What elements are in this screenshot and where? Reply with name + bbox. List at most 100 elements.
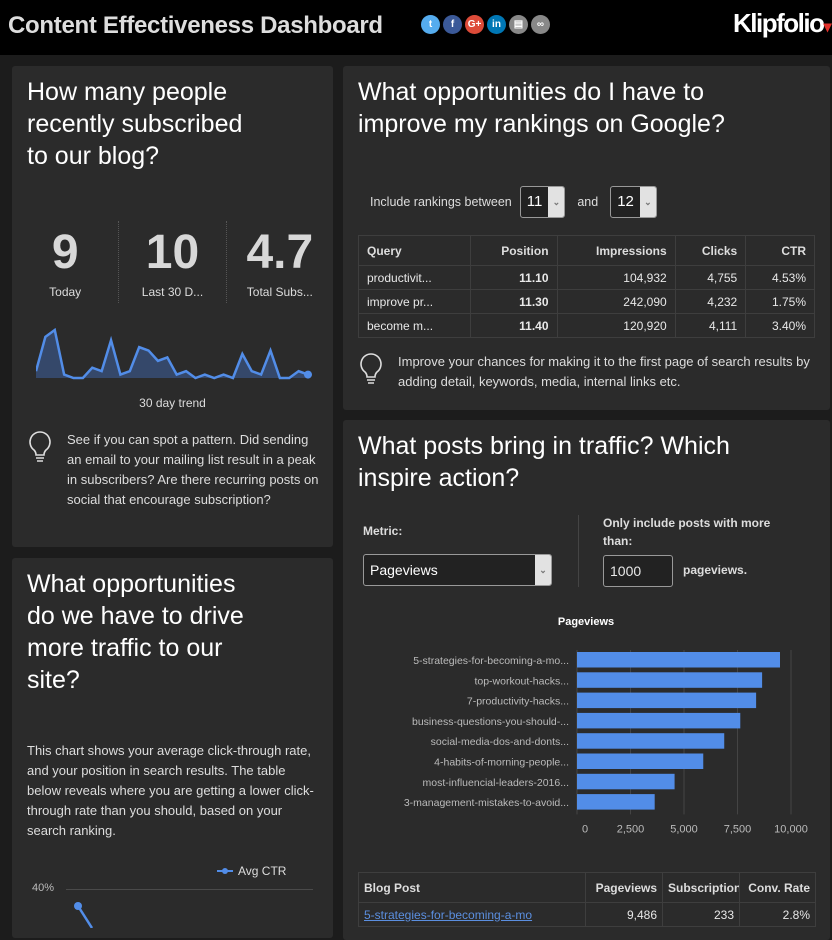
kpi-total-subscribers: 4.7 Total Subs... bbox=[227, 221, 333, 303]
panel-title: What opportunities do I have to improve … bbox=[358, 78, 725, 138]
column-header[interactable]: Subscriptions bbox=[662, 872, 740, 903]
table-cell: 1.75% bbox=[745, 289, 815, 314]
kpi-value: 10 bbox=[145, 226, 200, 279]
table-cell: 104,932 bbox=[556, 265, 676, 290]
table-cell: 242,090 bbox=[556, 289, 676, 314]
min-pageviews-label: Only include posts with more than: bbox=[603, 516, 771, 548]
embed-icon[interactable]: ▤ bbox=[509, 15, 528, 34]
social-share-bar: t f G+ in ▤ ∞ bbox=[421, 15, 550, 34]
select-value: 11 bbox=[526, 193, 543, 210]
traffic-panel: What opportunities do we have to drive m… bbox=[12, 558, 333, 938]
gridline bbox=[66, 889, 313, 890]
table-cell: 4,111 bbox=[674, 313, 747, 338]
sparkline-area bbox=[36, 330, 308, 378]
table-cell: productivit... bbox=[358, 265, 471, 290]
google-plus-icon[interactable]: G+ bbox=[465, 15, 484, 34]
metric-select[interactable]: Pageviews ⌄ bbox=[363, 554, 552, 586]
column-header[interactable]: Query bbox=[358, 235, 471, 266]
kpi-label: Today bbox=[49, 285, 82, 299]
header: Content Effectiveness Dashboard t f G+ in ▤ ∞… bbox=[0, 0, 832, 55]
link-icon[interactable]: ∞ bbox=[531, 15, 550, 34]
x-tick-label: 2,500 bbox=[617, 823, 645, 835]
panel-title: What posts bring in traffic? Which inspi… bbox=[358, 432, 730, 492]
posts-panel: What posts bring in traffic? Which inspi… bbox=[343, 420, 830, 940]
table-row: productivit... 11.10 104,932 4,755 4.53% bbox=[358, 265, 815, 290]
kpi-label: Total Subs... bbox=[246, 285, 313, 299]
kpi-value: 9 bbox=[51, 226, 79, 279]
trend-label: 30 day trend bbox=[139, 396, 206, 410]
chart-title: Pageviews bbox=[558, 616, 614, 628]
kpi-today: 9 Today bbox=[12, 221, 120, 303]
table-cell: 233 bbox=[662, 902, 740, 927]
category-label: top-workout-hacks... bbox=[474, 675, 569, 687]
facebook-icon[interactable]: f bbox=[443, 15, 462, 34]
category-label: 4-habits-of-morning-people... bbox=[434, 757, 569, 769]
x-tick-label: 0 bbox=[582, 823, 588, 835]
rankings-table: Query Position Impressions Clicks CTR product… bbox=[358, 235, 815, 338]
table-cell: 4.53% bbox=[745, 265, 815, 290]
category-label: 7-productivity-hacks... bbox=[467, 696, 569, 708]
table-cell: become m... bbox=[358, 313, 471, 338]
table-row: become m... 11.40 120,920 4,111 3.40% bbox=[358, 313, 815, 338]
lightbulb-icon bbox=[29, 431, 51, 462]
bar bbox=[577, 773, 675, 790]
table-cell: 4,232 bbox=[674, 289, 747, 314]
table-row: improve pr... 11.30 242,090 4,232 1.75% bbox=[358, 289, 815, 314]
column-header[interactable]: Conv. Rate bbox=[739, 872, 816, 903]
table-cell: 4,755 bbox=[674, 265, 747, 290]
table-cell: 3.40% bbox=[745, 313, 815, 338]
ranking-to-select[interactable]: 12 ⌄ bbox=[610, 186, 657, 218]
column-header[interactable]: Blog Post bbox=[358, 872, 586, 903]
column-header[interactable]: CTR bbox=[745, 235, 815, 266]
filter-label: Include rankings between bbox=[370, 195, 512, 209]
category-label: business-questions-you-should-... bbox=[412, 716, 569, 728]
table-cell: 11.10 bbox=[469, 265, 558, 290]
kpi-label: Last 30 D... bbox=[141, 285, 204, 299]
column-header[interactable]: Pageviews bbox=[585, 872, 663, 903]
table-cell: 2.8% bbox=[739, 902, 816, 927]
page-title: Content Effectiveness Dashboard bbox=[8, 12, 383, 39]
table-cell: 120,920 bbox=[556, 313, 676, 338]
select-value: 12 bbox=[617, 193, 634, 210]
pageviews-bar-chart: Pageviews 0 2,500 5,000 7,500 10,000 5-strateg… bbox=[404, 616, 808, 835]
panel-title: What opportunities do we have to drive m… bbox=[27, 570, 244, 694]
category-label: 3-management-mistakes-to-avoid... bbox=[404, 797, 569, 809]
tip-text: See if you can spot a pattern. Did sendi… bbox=[67, 432, 319, 507]
table-cell: improve pr... bbox=[358, 289, 471, 314]
sparkline-last-point bbox=[304, 370, 312, 379]
category-label: most-influencial-leaders-2016... bbox=[423, 777, 570, 789]
min-pageviews-input[interactable]: 1000 bbox=[603, 555, 673, 587]
ranking-from-select[interactable]: 11 ⌄ bbox=[519, 186, 566, 218]
twitter-icon[interactable]: t bbox=[421, 15, 440, 34]
tip-text: Improve your chances for making it to th… bbox=[398, 354, 810, 389]
chevron-down-icon: ⌄ bbox=[548, 187, 565, 217]
bar bbox=[577, 712, 741, 729]
trend-sparkline bbox=[36, 328, 312, 380]
logo-text: Klipfolio bbox=[732, 8, 825, 38]
linkedin-icon[interactable]: in bbox=[487, 15, 506, 34]
table-cell: 11.30 bbox=[469, 289, 558, 314]
bar bbox=[577, 652, 781, 668]
klipfolio-logo: Klipfolio▾ bbox=[732, 8, 831, 38]
kpi-last-30-days: 10 Last 30 D... bbox=[119, 221, 227, 303]
chart-legend: Avg CTR bbox=[217, 861, 286, 881]
table-cell: 9,486 bbox=[585, 902, 663, 927]
table-cell[interactable]: 5-strategies-for-becoming-a-mo bbox=[358, 902, 586, 927]
x-tick-label: 5,000 bbox=[670, 823, 698, 835]
ctr-line bbox=[74, 902, 94, 928]
x-tick-label: 7,500 bbox=[724, 823, 752, 835]
and-label: and bbox=[577, 195, 599, 209]
bar bbox=[577, 733, 725, 749]
category-label: 5-strategies-for-becoming-a-mo... bbox=[413, 655, 569, 667]
column-header[interactable]: Clicks bbox=[674, 235, 747, 266]
divider bbox=[578, 515, 579, 587]
column-header[interactable]: Position bbox=[469, 235, 558, 266]
y-tick-label: 40% bbox=[32, 882, 55, 894]
select-value: Pageviews bbox=[370, 562, 438, 578]
column-header[interactable]: Impressions bbox=[556, 235, 676, 266]
metric-label: Metric: bbox=[363, 524, 403, 538]
legend-label: Avg CTR bbox=[238, 864, 287, 878]
subscribers-panel: How many people recently subscribed to o… bbox=[12, 66, 333, 547]
table-row: 5-strategies-for-becoming-a-mo 9,486 233 2.… bbox=[358, 902, 816, 927]
bar bbox=[577, 753, 704, 769]
